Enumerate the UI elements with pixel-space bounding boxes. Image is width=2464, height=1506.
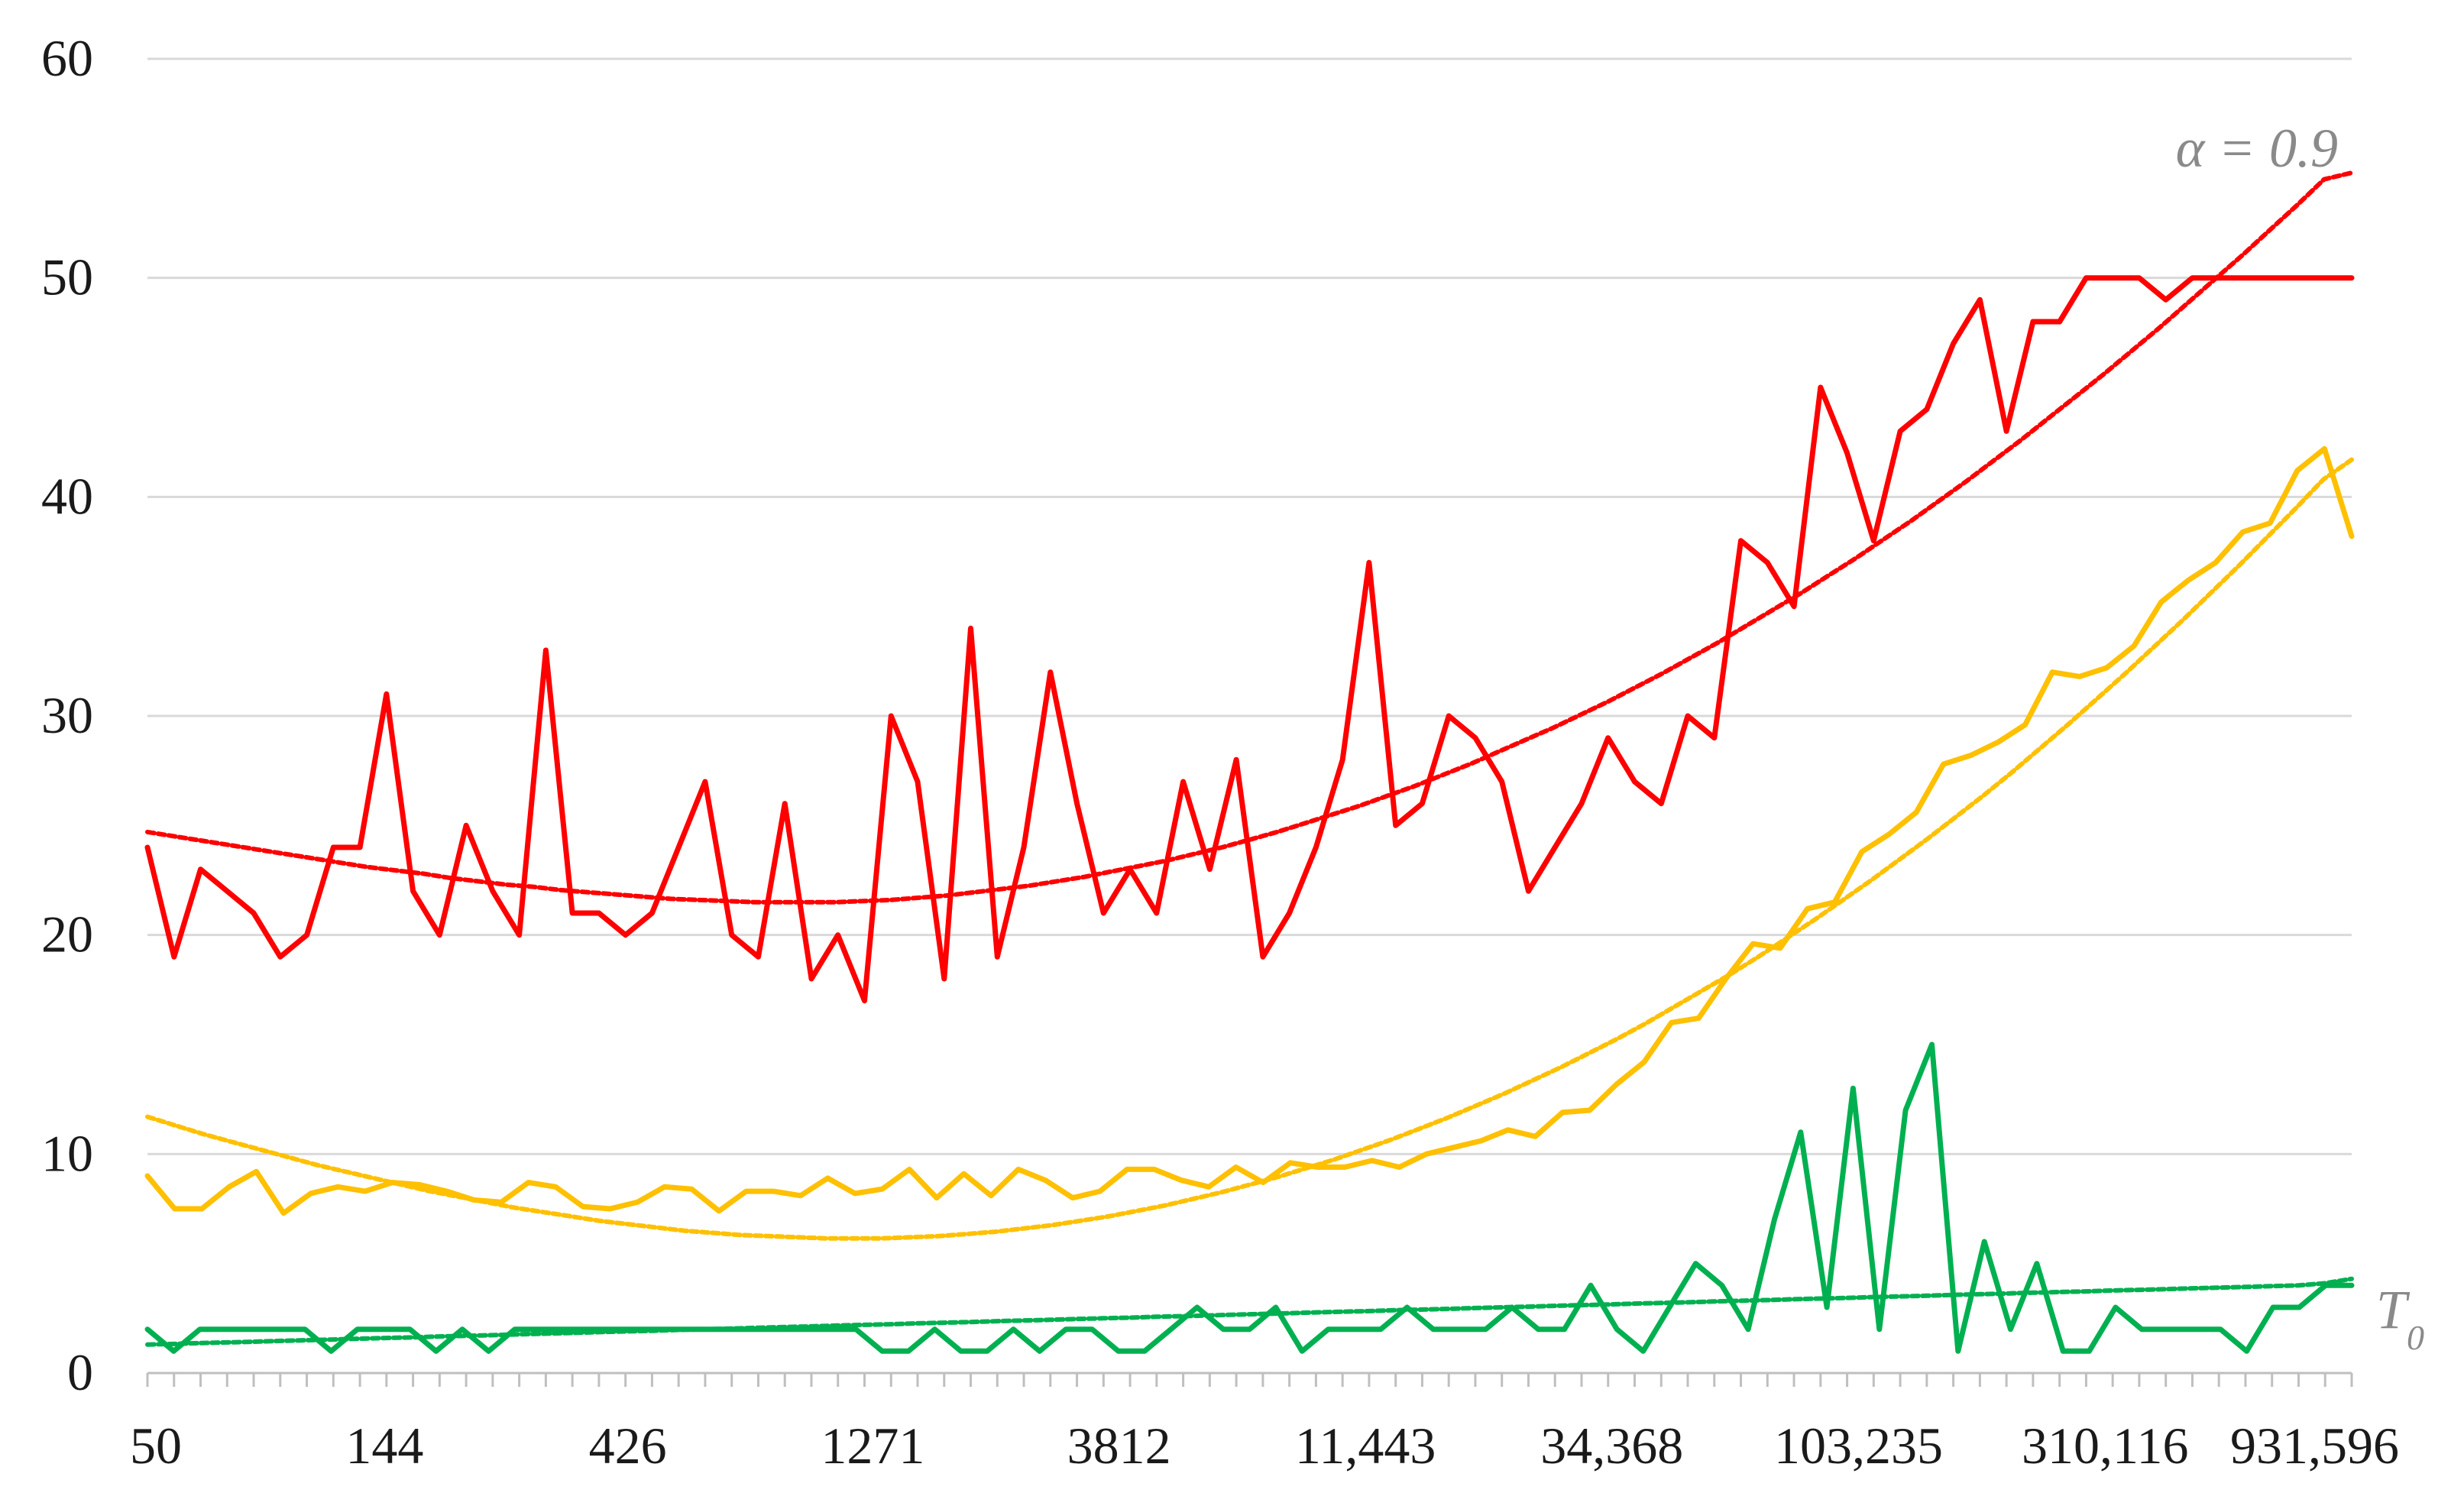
x-tick-label: 11,443 xyxy=(1295,1417,1436,1475)
x-tick-label: 426 xyxy=(589,1417,667,1475)
x-tick-label: 3812 xyxy=(1067,1417,1171,1475)
series-line-2 xyxy=(144,1041,2355,1354)
x-tick-label: 34,368 xyxy=(1540,1417,1683,1475)
x-tick-label: 103,235 xyxy=(1774,1417,1943,1475)
x-tick-label: 50 xyxy=(130,1417,182,1475)
x-tick-label: 1271 xyxy=(821,1417,924,1475)
x-axis-tick-labels: 50 144 426 1271 3812 11,443 34,368 103,235 310,1… xyxy=(130,1417,2399,1475)
y-tick-label: 10 xyxy=(41,1124,93,1182)
y-axis-tick-labels: 0 10 20 30 40 50 60 xyxy=(41,29,93,1401)
t0-annotation: T0 xyxy=(2376,1279,2424,1357)
y-tick-label: 40 xyxy=(41,467,93,525)
t0-annotation-subscript: 0 xyxy=(2407,1318,2424,1357)
gridlines xyxy=(147,57,2352,1155)
series-lines xyxy=(144,170,2355,1354)
y-tick-label: 50 xyxy=(41,248,93,306)
series-line-1 xyxy=(144,445,2355,1216)
alpha-annotation: α = 0.9 xyxy=(2176,118,2338,179)
trendline-5 xyxy=(145,1276,2354,1347)
annotations: α = 0.9 T0 xyxy=(2176,118,2424,1357)
series-line-0 xyxy=(144,275,2355,1004)
trendline-4 xyxy=(145,457,2354,1241)
x-tick-label: 310,116 xyxy=(2022,1417,2188,1475)
x-tick-label: 931,596 xyxy=(2230,1417,2399,1475)
y-tick-label: 30 xyxy=(41,686,93,744)
x-tick-label: 144 xyxy=(345,1417,423,1475)
x-axis xyxy=(146,1372,2353,1387)
trendline-3 xyxy=(145,170,2354,905)
t0-annotation-main: T xyxy=(2376,1279,2411,1340)
y-tick-label: 0 xyxy=(67,1343,93,1401)
y-tick-label: 20 xyxy=(41,905,93,964)
y-tick-label: 60 xyxy=(41,29,93,87)
